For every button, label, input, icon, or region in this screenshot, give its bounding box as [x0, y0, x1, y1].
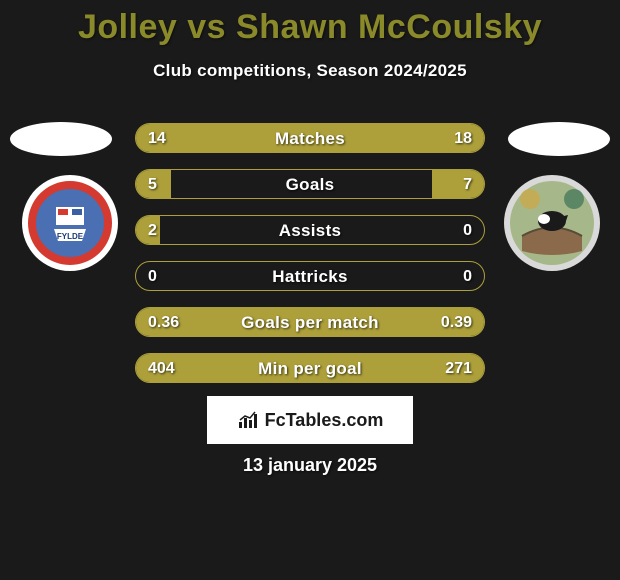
club-crest-right-icon	[510, 181, 594, 265]
stat-value-left: 14	[148, 124, 166, 153]
player-oval-right	[508, 122, 610, 156]
brand-text: FcTables.com	[265, 410, 384, 431]
stat-value-right: 18	[454, 124, 472, 153]
club-badge-right-ring	[510, 181, 594, 265]
stat-row: Matches14 18	[135, 123, 485, 153]
stat-label: Goals	[136, 170, 484, 199]
stat-value-left: 0.36	[148, 308, 179, 337]
stat-label: Assists	[136, 216, 484, 245]
player-oval-left	[10, 122, 112, 156]
club-badge-left: FYLDE	[22, 175, 118, 271]
stat-value-right: 271	[445, 354, 472, 383]
subtitle: Club competitions, Season 2024/2025	[0, 61, 620, 81]
stat-value-left: 5	[148, 170, 157, 199]
brand-badge: FcTables.com	[207, 396, 413, 444]
club-badge-right	[504, 175, 600, 271]
stat-label: Min per goal	[136, 354, 484, 383]
comparison-bars: Matches1418Goals57Assists20Hattricks00Go…	[135, 123, 485, 399]
stat-value-left: 2	[148, 216, 157, 245]
stat-label: Matches	[136, 124, 484, 153]
stat-row: Min per goal404 271	[135, 353, 485, 383]
stat-value-right: 0.39	[441, 308, 472, 337]
page-title: Jolley vs Shawn McCoulsky	[0, 0, 620, 47]
stat-row: Goals per match0.36 0.39	[135, 307, 485, 337]
svg-text:FYLDE: FYLDE	[57, 232, 84, 241]
stat-value-left: 404	[148, 354, 175, 383]
stat-label: Goals per match	[136, 308, 484, 337]
chart-icon	[237, 410, 259, 430]
club-badge-left-ring: FYLDE	[28, 181, 112, 265]
stat-value-right: 0	[463, 216, 472, 245]
stat-row: Hattricks0 0	[135, 261, 485, 291]
date-text: 13 january 2025	[0, 455, 620, 476]
club-crest-left-icon: FYLDE	[36, 189, 104, 257]
stat-label: Hattricks	[136, 262, 484, 291]
stat-value-right: 7	[463, 170, 472, 199]
stat-value-left: 0	[148, 262, 157, 291]
stat-row: Assists2 0	[135, 215, 485, 245]
stat-value-right: 0	[463, 262, 472, 291]
stat-row: Goals5 7	[135, 169, 485, 199]
